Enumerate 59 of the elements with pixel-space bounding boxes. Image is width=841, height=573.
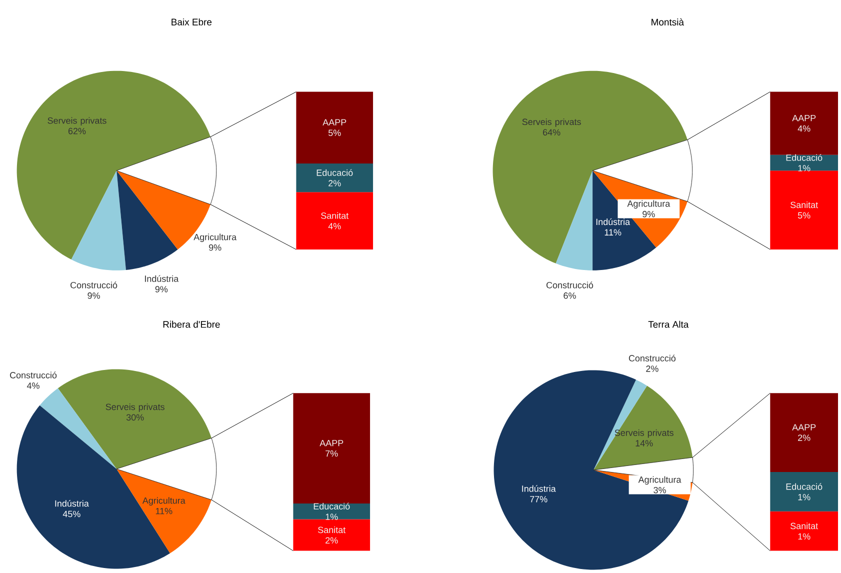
data-label: 64% — [543, 129, 560, 136]
series-label: Educació — [314, 502, 350, 510]
data-label: 9% — [642, 211, 655, 218]
data-label: 6% — [564, 292, 576, 299]
data-label: 9% — [155, 286, 168, 293]
series-label: Sanitat — [321, 212, 349, 219]
data-label: 1% — [798, 494, 810, 500]
slice-label: Construcció — [70, 282, 118, 288]
slice-label: Serveis privats — [106, 404, 164, 412]
slice-label: Construcció — [628, 354, 676, 362]
data-label: 2% — [326, 537, 338, 544]
data-label: 7% — [326, 450, 338, 457]
data-label: 3% — [654, 487, 666, 494]
data-label: 30% — [126, 414, 144, 421]
slice-label: Serveis privats — [522, 118, 581, 127]
series-label: Educació — [786, 483, 822, 490]
slice-label: Agricultura — [142, 497, 186, 506]
slice-label: Indústria — [55, 500, 89, 507]
data-label: 14% — [636, 440, 653, 447]
data-label: 9% — [88, 292, 100, 299]
slice-label: Indústria — [596, 218, 630, 226]
chart-title: Terra Alta — [648, 320, 689, 328]
data-label: 1% — [798, 165, 810, 172]
slice-label: Construcció — [546, 282, 594, 288]
slice-label: Construcció — [10, 372, 57, 378]
data-label: 4% — [798, 126, 810, 132]
data-label: 5% — [328, 130, 341, 136]
data-label: 1% — [798, 533, 810, 540]
series-label: AAPP — [322, 119, 346, 126]
data-label: 2% — [798, 434, 810, 442]
chart-title: Montsià — [652, 18, 684, 26]
data-label: 4% — [328, 223, 341, 230]
series-label: Educació — [786, 154, 822, 162]
series-label: Sanitat — [790, 202, 818, 208]
slice-label: Indústria — [145, 275, 179, 282]
slice-label: Agricultura — [638, 476, 682, 485]
data-label: 5% — [798, 212, 810, 219]
chart-title: Ribera d'Ebre — [163, 320, 220, 328]
data-label: 11% — [156, 508, 172, 514]
data-label: 9% — [209, 244, 222, 251]
data-label: 45% — [62, 510, 80, 518]
data-label: 2% — [646, 366, 658, 372]
series-label: Sanitat — [790, 522, 818, 530]
data-label: 11% — [604, 229, 622, 236]
slice-label: Serveis privats — [48, 117, 106, 126]
chart-title: Baix Ebre — [172, 18, 212, 26]
series-label: Educació — [316, 169, 353, 176]
slice-label: Agricultura — [627, 200, 670, 209]
slice-label: Indústria — [522, 485, 556, 492]
series-label: AAPP — [792, 424, 816, 431]
data-label: 4% — [26, 382, 40, 389]
series-label: AAPP — [792, 115, 816, 122]
data-label: 77% — [530, 496, 548, 502]
series-label: AAPP — [320, 440, 344, 446]
data-label: 62% — [68, 128, 86, 134]
series-label: Sanitat — [318, 526, 346, 534]
data-label: 1% — [326, 514, 338, 520]
data-label: 2% — [328, 180, 341, 186]
slice-label: Agricultura — [194, 234, 237, 242]
